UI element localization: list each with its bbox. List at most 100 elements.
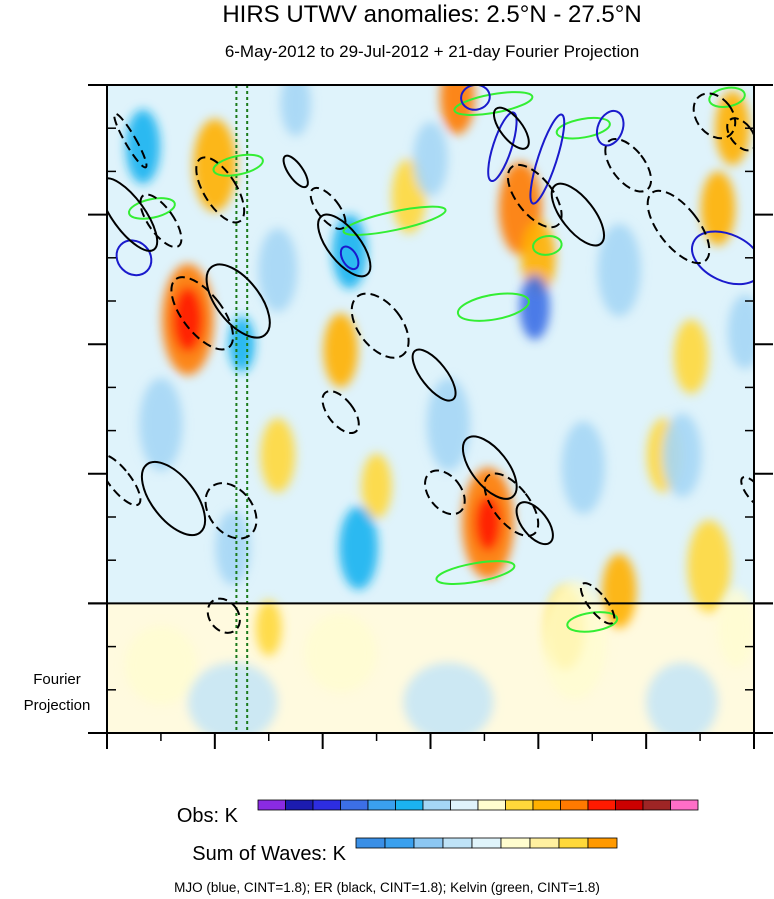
er-contour xyxy=(107,453,142,507)
er-contour xyxy=(740,476,754,509)
er-contour xyxy=(424,469,466,516)
obs-colorbar-swatch xyxy=(285,799,314,811)
anomaly-blob xyxy=(601,554,637,629)
obs-colorbar-swatch xyxy=(257,799,286,811)
anomaly-blob xyxy=(361,453,392,519)
obs-colorbar-swatch xyxy=(422,799,451,811)
er-contour xyxy=(350,292,410,359)
kelvin-contour xyxy=(555,116,611,140)
er-contour xyxy=(204,482,258,540)
kelvin-contour xyxy=(532,235,563,256)
er-contour xyxy=(506,163,563,229)
anomaly-blob xyxy=(280,85,311,136)
anomaly-blob xyxy=(662,413,702,497)
anomaly-blob xyxy=(727,294,754,369)
anomaly-blob xyxy=(255,600,282,656)
er-contour xyxy=(692,92,737,140)
obs-colorbar-swatch xyxy=(450,799,479,811)
waves-colorbar-swatch xyxy=(587,837,618,849)
mjo-contour xyxy=(691,230,754,286)
er-contour xyxy=(170,276,235,351)
anomaly-blob xyxy=(139,378,183,471)
obs-colorbar-swatch xyxy=(312,799,341,811)
er-contour xyxy=(646,189,711,265)
obs-colorbar-swatch xyxy=(615,799,644,811)
obs-colorbar xyxy=(257,799,699,811)
anomaly-blob xyxy=(172,287,203,352)
anomaly-blob xyxy=(561,421,605,514)
anomaly-blob xyxy=(323,313,358,388)
mjo-contour xyxy=(487,111,518,183)
waves-colorbar-swatch xyxy=(500,837,531,849)
obs-colorbar-label: Obs: K xyxy=(177,805,239,827)
anomaly-blob xyxy=(426,378,471,471)
anomaly-blob xyxy=(475,495,501,551)
er-contour xyxy=(309,186,347,230)
projection-field xyxy=(124,581,754,733)
er-contour xyxy=(550,182,605,247)
anomaly-blob xyxy=(228,316,255,372)
anomaly-blob xyxy=(332,214,367,289)
projection-label-line1: Fourier xyxy=(33,671,81,688)
waves-colorbar xyxy=(355,837,618,849)
anomaly-blob xyxy=(413,122,448,197)
kelvin-contour xyxy=(342,205,447,236)
mjo-contours xyxy=(115,85,754,286)
anomaly-blob xyxy=(260,418,295,493)
anomaly-blob xyxy=(700,171,736,246)
anomaly-blob xyxy=(597,223,641,317)
projection-blob xyxy=(718,588,754,668)
anomaly-blob xyxy=(673,319,709,394)
waves-colorbar-swatch xyxy=(355,837,386,849)
kelvin-contour xyxy=(435,560,516,585)
obs-colorbar-swatch xyxy=(560,799,589,811)
waves-colorbar-swatch xyxy=(384,837,415,849)
er-contour xyxy=(282,154,309,189)
plot-area xyxy=(107,85,754,733)
mjo-contour xyxy=(115,239,153,277)
x-axis xyxy=(106,733,755,749)
er-contour xyxy=(461,435,518,500)
waves-colorbar-swatch xyxy=(442,837,473,849)
kelvin-contour xyxy=(212,153,264,177)
waves-colorbar-swatch xyxy=(558,837,589,849)
waves-colorbar-swatch xyxy=(529,837,560,849)
er-contours xyxy=(107,92,754,634)
obs-colorbar-swatch xyxy=(505,799,534,811)
mjo-contour xyxy=(595,109,625,147)
obs-colorbar-swatch xyxy=(670,799,699,811)
er-contour xyxy=(113,112,148,169)
anomaly-blob xyxy=(687,520,731,613)
obs-colorbar-swatch xyxy=(477,799,506,811)
er-contour xyxy=(195,156,246,224)
obs-colorbar-swatch xyxy=(642,799,671,811)
chart-subtitle: 6-May-2012 to 29-Jul-2012 + 21-day Fouri… xyxy=(225,42,639,61)
obs-colorbar-swatch xyxy=(367,799,396,811)
obs-colorbar-swatch xyxy=(340,799,369,811)
anomaly-blob xyxy=(125,109,161,184)
waves-colorbar-swatch xyxy=(471,837,502,849)
er-contour xyxy=(579,582,616,625)
waves-colorbar-label: Sum of Waves: K xyxy=(192,843,346,865)
mjo-contour xyxy=(339,245,360,271)
projection-blob xyxy=(124,625,197,705)
er-contour xyxy=(483,472,540,537)
er-contour xyxy=(604,137,653,193)
reference-lines xyxy=(235,85,249,733)
chart-title: HIRS UTWV anomalies: 2.5°N - 27.5°N xyxy=(222,1,641,28)
anomaly-blob xyxy=(715,91,750,166)
obs-colorbar-swatch xyxy=(395,799,424,811)
er-contour xyxy=(206,597,241,634)
obs-colorbar-swatch xyxy=(532,799,561,811)
er-contour xyxy=(492,106,530,150)
kelvin-contour xyxy=(127,197,176,220)
er-contour xyxy=(515,501,554,546)
projection-blob xyxy=(646,662,719,733)
projection-blob xyxy=(541,581,607,700)
anomaly-blob xyxy=(258,228,298,312)
anomaly-blob xyxy=(215,510,251,585)
er-contour xyxy=(205,263,271,339)
anomaly-blob xyxy=(339,506,379,590)
mjo-contour xyxy=(529,113,566,205)
